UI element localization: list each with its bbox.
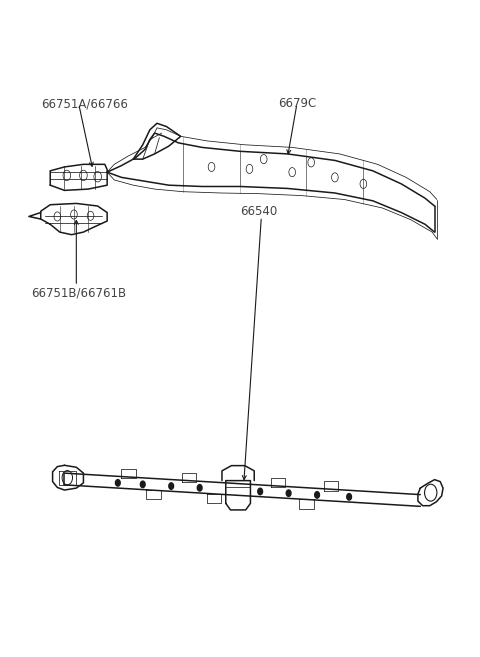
Text: 66540: 66540 xyxy=(240,205,277,217)
Text: 66751B/66761B: 66751B/66761B xyxy=(31,286,126,299)
Circle shape xyxy=(315,491,320,498)
Circle shape xyxy=(286,490,291,497)
Text: 66751A/66766: 66751A/66766 xyxy=(41,97,128,110)
Circle shape xyxy=(169,483,174,489)
Circle shape xyxy=(258,488,263,495)
Circle shape xyxy=(116,480,120,486)
Circle shape xyxy=(140,481,145,487)
Text: 6679C: 6679C xyxy=(278,97,316,110)
Circle shape xyxy=(347,493,351,500)
Circle shape xyxy=(197,485,202,491)
